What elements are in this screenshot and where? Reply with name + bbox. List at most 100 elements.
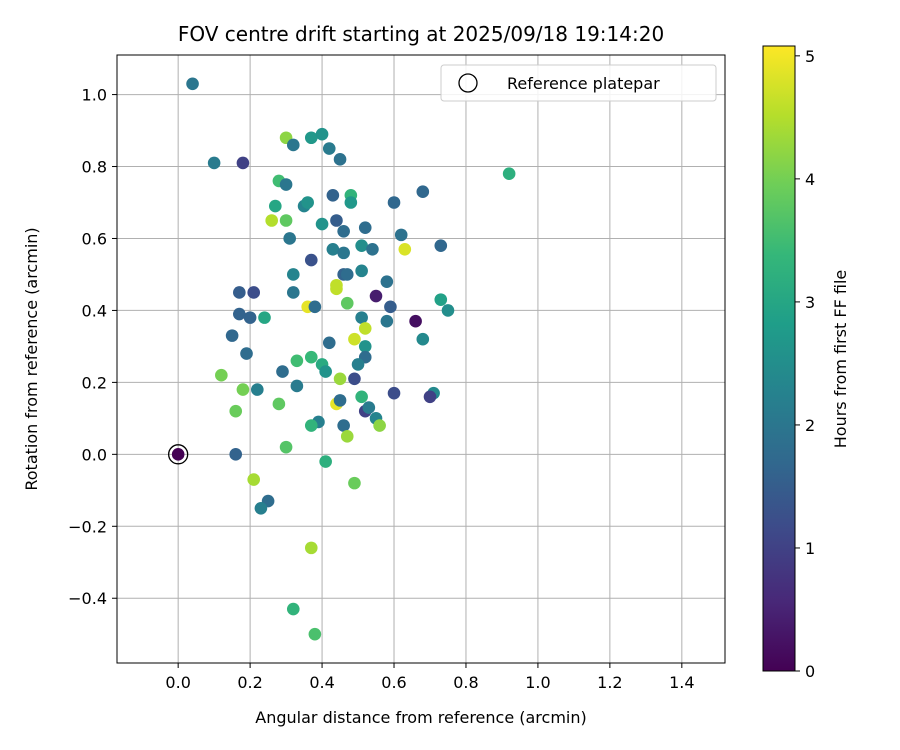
- data-point: [319, 455, 332, 468]
- data-point: [279, 214, 293, 227]
- chart-title: FOV centre drift starting at 2025/09/18 …: [178, 22, 664, 46]
- data-point: [243, 311, 257, 324]
- legend: Reference platepar: [440, 64, 717, 102]
- data-point: [373, 419, 386, 432]
- data-point: [384, 300, 397, 314]
- data-point: [240, 347, 253, 360]
- data-point: [409, 314, 422, 328]
- data-point: [233, 286, 246, 299]
- data-point: [344, 196, 358, 209]
- data-point: [358, 322, 372, 335]
- data-point: [268, 199, 282, 213]
- x-tick-label: 0.4: [309, 673, 334, 692]
- data-point: [398, 242, 412, 256]
- y-tick-label: 0.6: [82, 229, 107, 248]
- data-point: [283, 232, 296, 245]
- data-points: [186, 77, 516, 641]
- data-point: [304, 350, 318, 364]
- data-point: [355, 390, 368, 404]
- data-point: [380, 275, 394, 288]
- data-point: [236, 383, 250, 396]
- data-point: [279, 178, 293, 191]
- colorbar-tick-label: 4: [805, 170, 815, 189]
- y-tick-label: 0.8: [82, 158, 107, 177]
- y-tick-label: 0.4: [82, 301, 107, 320]
- y-tick-label: 0.2: [82, 373, 107, 392]
- data-point: [337, 224, 350, 238]
- colorbar: 0 1 2 3 4 5 Hours from first FF file: [762, 45, 850, 681]
- data-point: [416, 332, 430, 346]
- data-point: [229, 448, 243, 461]
- data-point: [286, 268, 300, 281]
- data-point: [251, 383, 264, 396]
- x-tick-label: 1.2: [597, 673, 622, 692]
- x-tick-label: 0.2: [237, 673, 262, 692]
- data-point: [304, 419, 318, 432]
- colorbar-label: Hours from first FF file: [831, 270, 850, 449]
- data-point: [394, 228, 408, 242]
- y-tick-label: −0.2: [68, 517, 107, 536]
- data-point: [290, 379, 304, 393]
- colorbar-tick-label: 1: [805, 539, 815, 558]
- data-point: [502, 167, 516, 181]
- grid: [117, 55, 725, 663]
- data-point: [387, 386, 401, 400]
- legend-box: [440, 64, 717, 102]
- data-point: [304, 131, 318, 145]
- data-point: [348, 476, 361, 490]
- y-tick-label: 0.0: [82, 445, 107, 464]
- data-point: [340, 268, 354, 281]
- data-point: [348, 372, 361, 386]
- y-axis-label: Rotation from reference (arcmin): [22, 227, 41, 490]
- data-point: [387, 196, 401, 209]
- data-point: [380, 314, 394, 328]
- data-point: [308, 627, 322, 641]
- plot-frame: [116, 54, 726, 664]
- data-point: [337, 419, 350, 432]
- data-point: [229, 404, 243, 418]
- x-axis-label: Angular distance from reference (arcmin): [255, 708, 586, 727]
- x-tick-label: 1.0: [525, 673, 550, 692]
- data-point: [333, 372, 347, 386]
- x-tick-label: 0.0: [165, 673, 190, 692]
- colorbar-tick-label: 2: [805, 416, 815, 435]
- data-point: [423, 390, 437, 404]
- data-point: [441, 304, 455, 317]
- data-point: [247, 286, 261, 299]
- data-point: [351, 358, 365, 371]
- data-point: [236, 156, 250, 170]
- data-point: [286, 286, 300, 299]
- data-point: [265, 214, 278, 227]
- data-point: [186, 77, 199, 91]
- data-point: [340, 296, 354, 310]
- data-point: [207, 156, 221, 170]
- data-point: [301, 196, 314, 209]
- y-axis-ticks: −0.4 −0.2 0.0 0.2 0.4 0.6 0.8 1.0: [68, 86, 117, 608]
- reference-platepar-marker: [168, 444, 189, 465]
- data-point: [330, 214, 343, 227]
- legend-reference-marker: [458, 73, 478, 93]
- data-point: [322, 336, 336, 350]
- data-point: [355, 311, 368, 324]
- data-point: [286, 138, 300, 152]
- x-axis-ticks: 0.0 0.2 0.4 0.6 0.8 1.0 1.2 1.4: [165, 663, 695, 692]
- data-point: [276, 365, 289, 378]
- data-point: [434, 239, 448, 252]
- data-point: [247, 473, 261, 486]
- data-point: [330, 282, 343, 296]
- data-point: [304, 541, 318, 555]
- data-point: [366, 242, 379, 256]
- data-point: [369, 289, 383, 303]
- data-point: [272, 397, 286, 411]
- data-point: [233, 307, 246, 321]
- data-point: [225, 329, 239, 342]
- legend-label: Reference platepar: [507, 74, 660, 93]
- x-tick-label: 0.6: [381, 673, 406, 692]
- colorbar-tick-label: 5: [805, 47, 815, 66]
- data-point: [315, 217, 329, 231]
- data-point: [326, 189, 340, 202]
- colorbar-ticks: 0 1 2 3 4 5: [795, 47, 815, 681]
- data-point: [416, 185, 430, 199]
- data-point: [348, 332, 361, 346]
